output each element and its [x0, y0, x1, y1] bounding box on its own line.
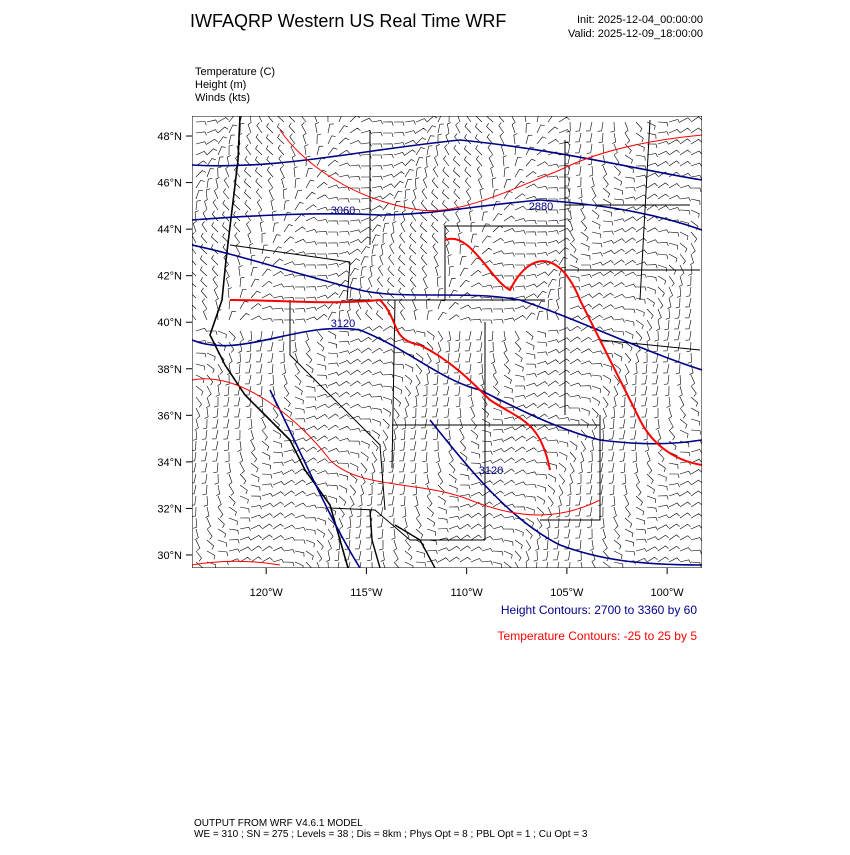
height-contour: [192, 139, 702, 181]
init-time: Init: 2025-12-04_00:00:00: [577, 14, 703, 26]
lon-tick-label: 120°W: [250, 587, 284, 599]
map: 3060 2880 3120 3120: [192, 116, 702, 568]
coastline: [369, 509, 436, 568]
state-boundaries: [229, 119, 701, 541]
contour-label: 2880: [529, 201, 553, 213]
height-contour: [269, 389, 702, 568]
temperature-contour: [192, 129, 702, 566]
field-label: Height (m): [195, 79, 246, 91]
contour-label: 3120: [479, 465, 503, 477]
temperature-contour: [229, 298, 551, 471]
lat-tick-label: 34°N: [157, 457, 182, 469]
field-label: Winds (kts): [195, 92, 250, 104]
lat-tick-label: 38°N: [157, 364, 182, 376]
title: IWFAQRP Western US Real Time WRF: [190, 11, 506, 31]
lat-tick-label: 42°N: [157, 271, 182, 283]
temperature-legend: Temperature Contours: -25 to 25 by 5: [498, 629, 698, 643]
lat-tick-label: 44°N: [157, 224, 182, 236]
temperature-contour: [444, 237, 702, 466]
footer-settings: WE = 310 ; SN = 275 ; Levels = 38 ; Dis …: [194, 829, 588, 840]
lat-tick-label: 46°N: [157, 178, 182, 190]
lat-tick-label: 48°N: [157, 131, 182, 143]
lon-tick-label: 100°W: [651, 587, 685, 599]
lon-tick-label: 110°W: [450, 587, 483, 599]
contour-label: 3120: [331, 318, 355, 330]
lat-tick-label: 36°N: [157, 410, 182, 422]
lon-tick-label: 115°W: [350, 587, 383, 599]
contour-label: 3060: [331, 205, 355, 217]
footer-model: OUTPUT FROM WRF V4.6.1 MODEL: [194, 818, 363, 829]
height-contour: [192, 244, 702, 371]
height-legend: Height Contours: 2700 to 3360 by 60: [501, 603, 697, 617]
wind-barbs: [192, 116, 702, 568]
field-label: Temperature (C): [195, 66, 275, 78]
lon-tick-label: 105°W: [550, 587, 584, 599]
height-contour: [192, 327, 702, 445]
lat-tick-label: 32°N: [157, 503, 182, 515]
lat-tick-label: 40°N: [157, 317, 182, 329]
coastline: [209, 116, 349, 568]
valid-time: Valid: 2025-12-09_18:00:00: [568, 28, 703, 40]
lat-tick-label: 30°N: [157, 550, 182, 562]
height-contour: [192, 199, 702, 231]
